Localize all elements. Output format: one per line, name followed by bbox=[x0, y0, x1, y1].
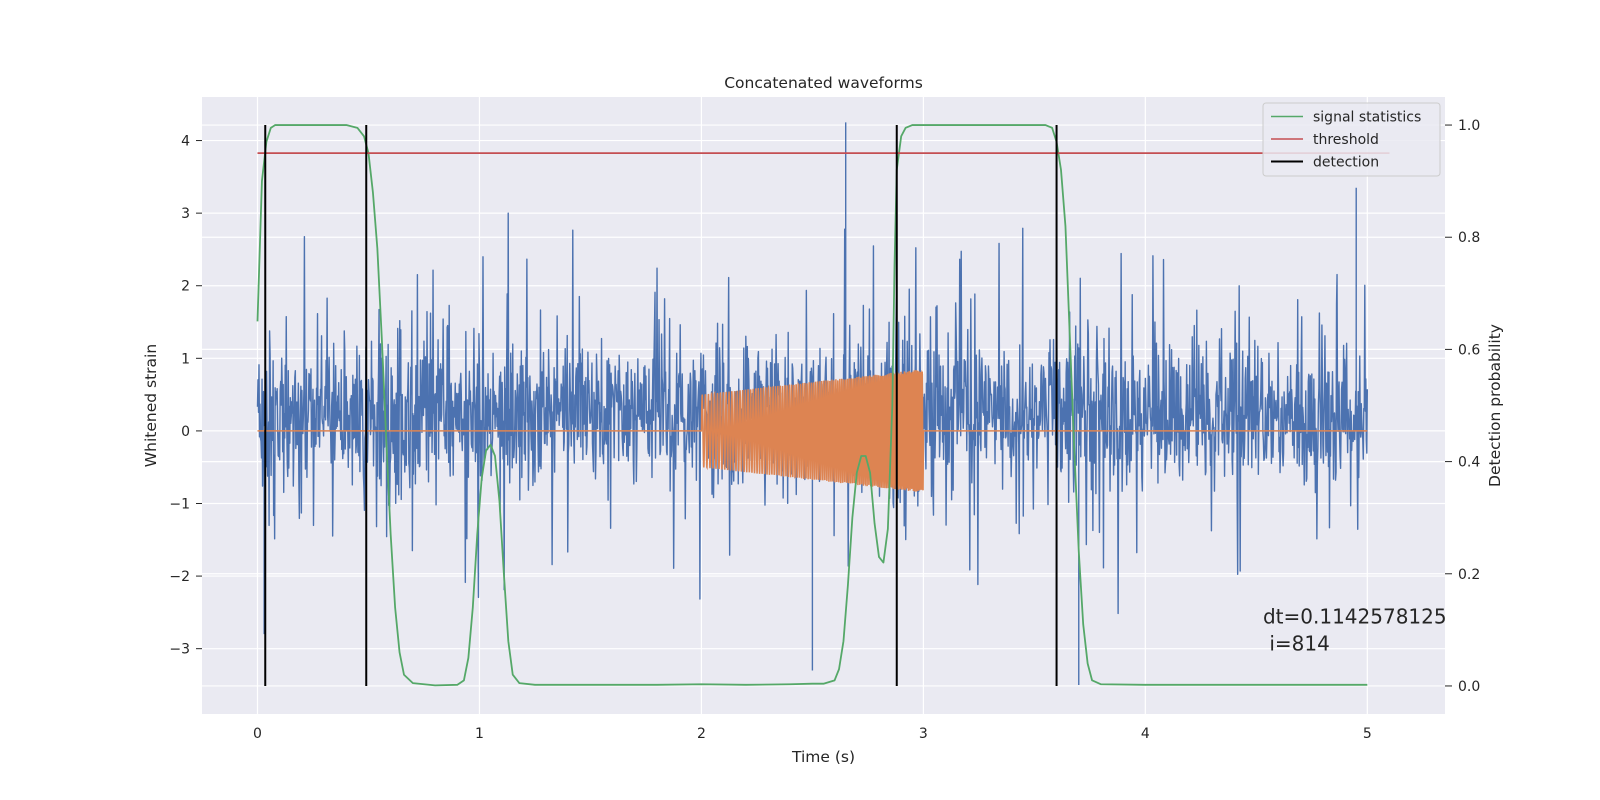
y2-axis-label: Detection probability bbox=[1486, 324, 1504, 487]
legend: signal statistics threshold detection bbox=[1262, 102, 1441, 177]
y-tick-label: 2 bbox=[181, 279, 190, 295]
legend-box bbox=[1262, 102, 1441, 177]
x-tick-label: 4 bbox=[1141, 726, 1150, 742]
x-axis-label: Time (s) bbox=[791, 748, 855, 766]
tick-layer: 0 1 2 3 4 5 −3 −2 −1 0 1 2 3 4 0.0 0.2 0.4 0.6 0.8 1.0 bbox=[169, 118, 1480, 742]
chirp-series-line bbox=[257, 369, 1368, 492]
signal-statistics-line bbox=[256, 124, 1368, 687]
x-tick-label: 5 bbox=[1363, 726, 1372, 742]
x-tick-label: 0 bbox=[253, 726, 262, 742]
y2-tick-label: 0.8 bbox=[1458, 230, 1480, 246]
y-tick-label: 1 bbox=[181, 351, 190, 367]
annotation-dt: dt=0.1142578125 bbox=[1263, 604, 1447, 628]
annotation-i: i=814 bbox=[1263, 631, 1330, 655]
y2-tick-label: 0.2 bbox=[1458, 567, 1480, 583]
y-tick-label: −2 bbox=[169, 569, 190, 585]
y-tick-label: −1 bbox=[169, 496, 190, 512]
y2-tick-label: 1.0 bbox=[1458, 118, 1480, 134]
chart-title: Concatenated waveforms bbox=[724, 74, 923, 92]
y-tick-label: 0 bbox=[181, 424, 190, 440]
x-tick-label: 1 bbox=[475, 726, 484, 742]
legend-label-detection: detection bbox=[1313, 155, 1379, 171]
legend-label-signal-statistics: signal statistics bbox=[1313, 110, 1421, 126]
legend-label-threshold: threshold bbox=[1313, 132, 1379, 148]
y-tick-label: 4 bbox=[181, 134, 190, 150]
data-layer bbox=[256, 122, 1390, 687]
x-tick-label: 3 bbox=[919, 726, 928, 742]
y2-tick-label: 0.6 bbox=[1458, 342, 1480, 358]
y2-tick-label: 0.0 bbox=[1458, 679, 1480, 695]
x-tick-label: 2 bbox=[697, 726, 706, 742]
y-tick-label: −3 bbox=[169, 642, 190, 658]
y2-tick-label: 0.4 bbox=[1458, 455, 1480, 471]
y-axis-label: Whitened strain bbox=[142, 344, 160, 467]
y-tick-label: 3 bbox=[181, 206, 190, 222]
